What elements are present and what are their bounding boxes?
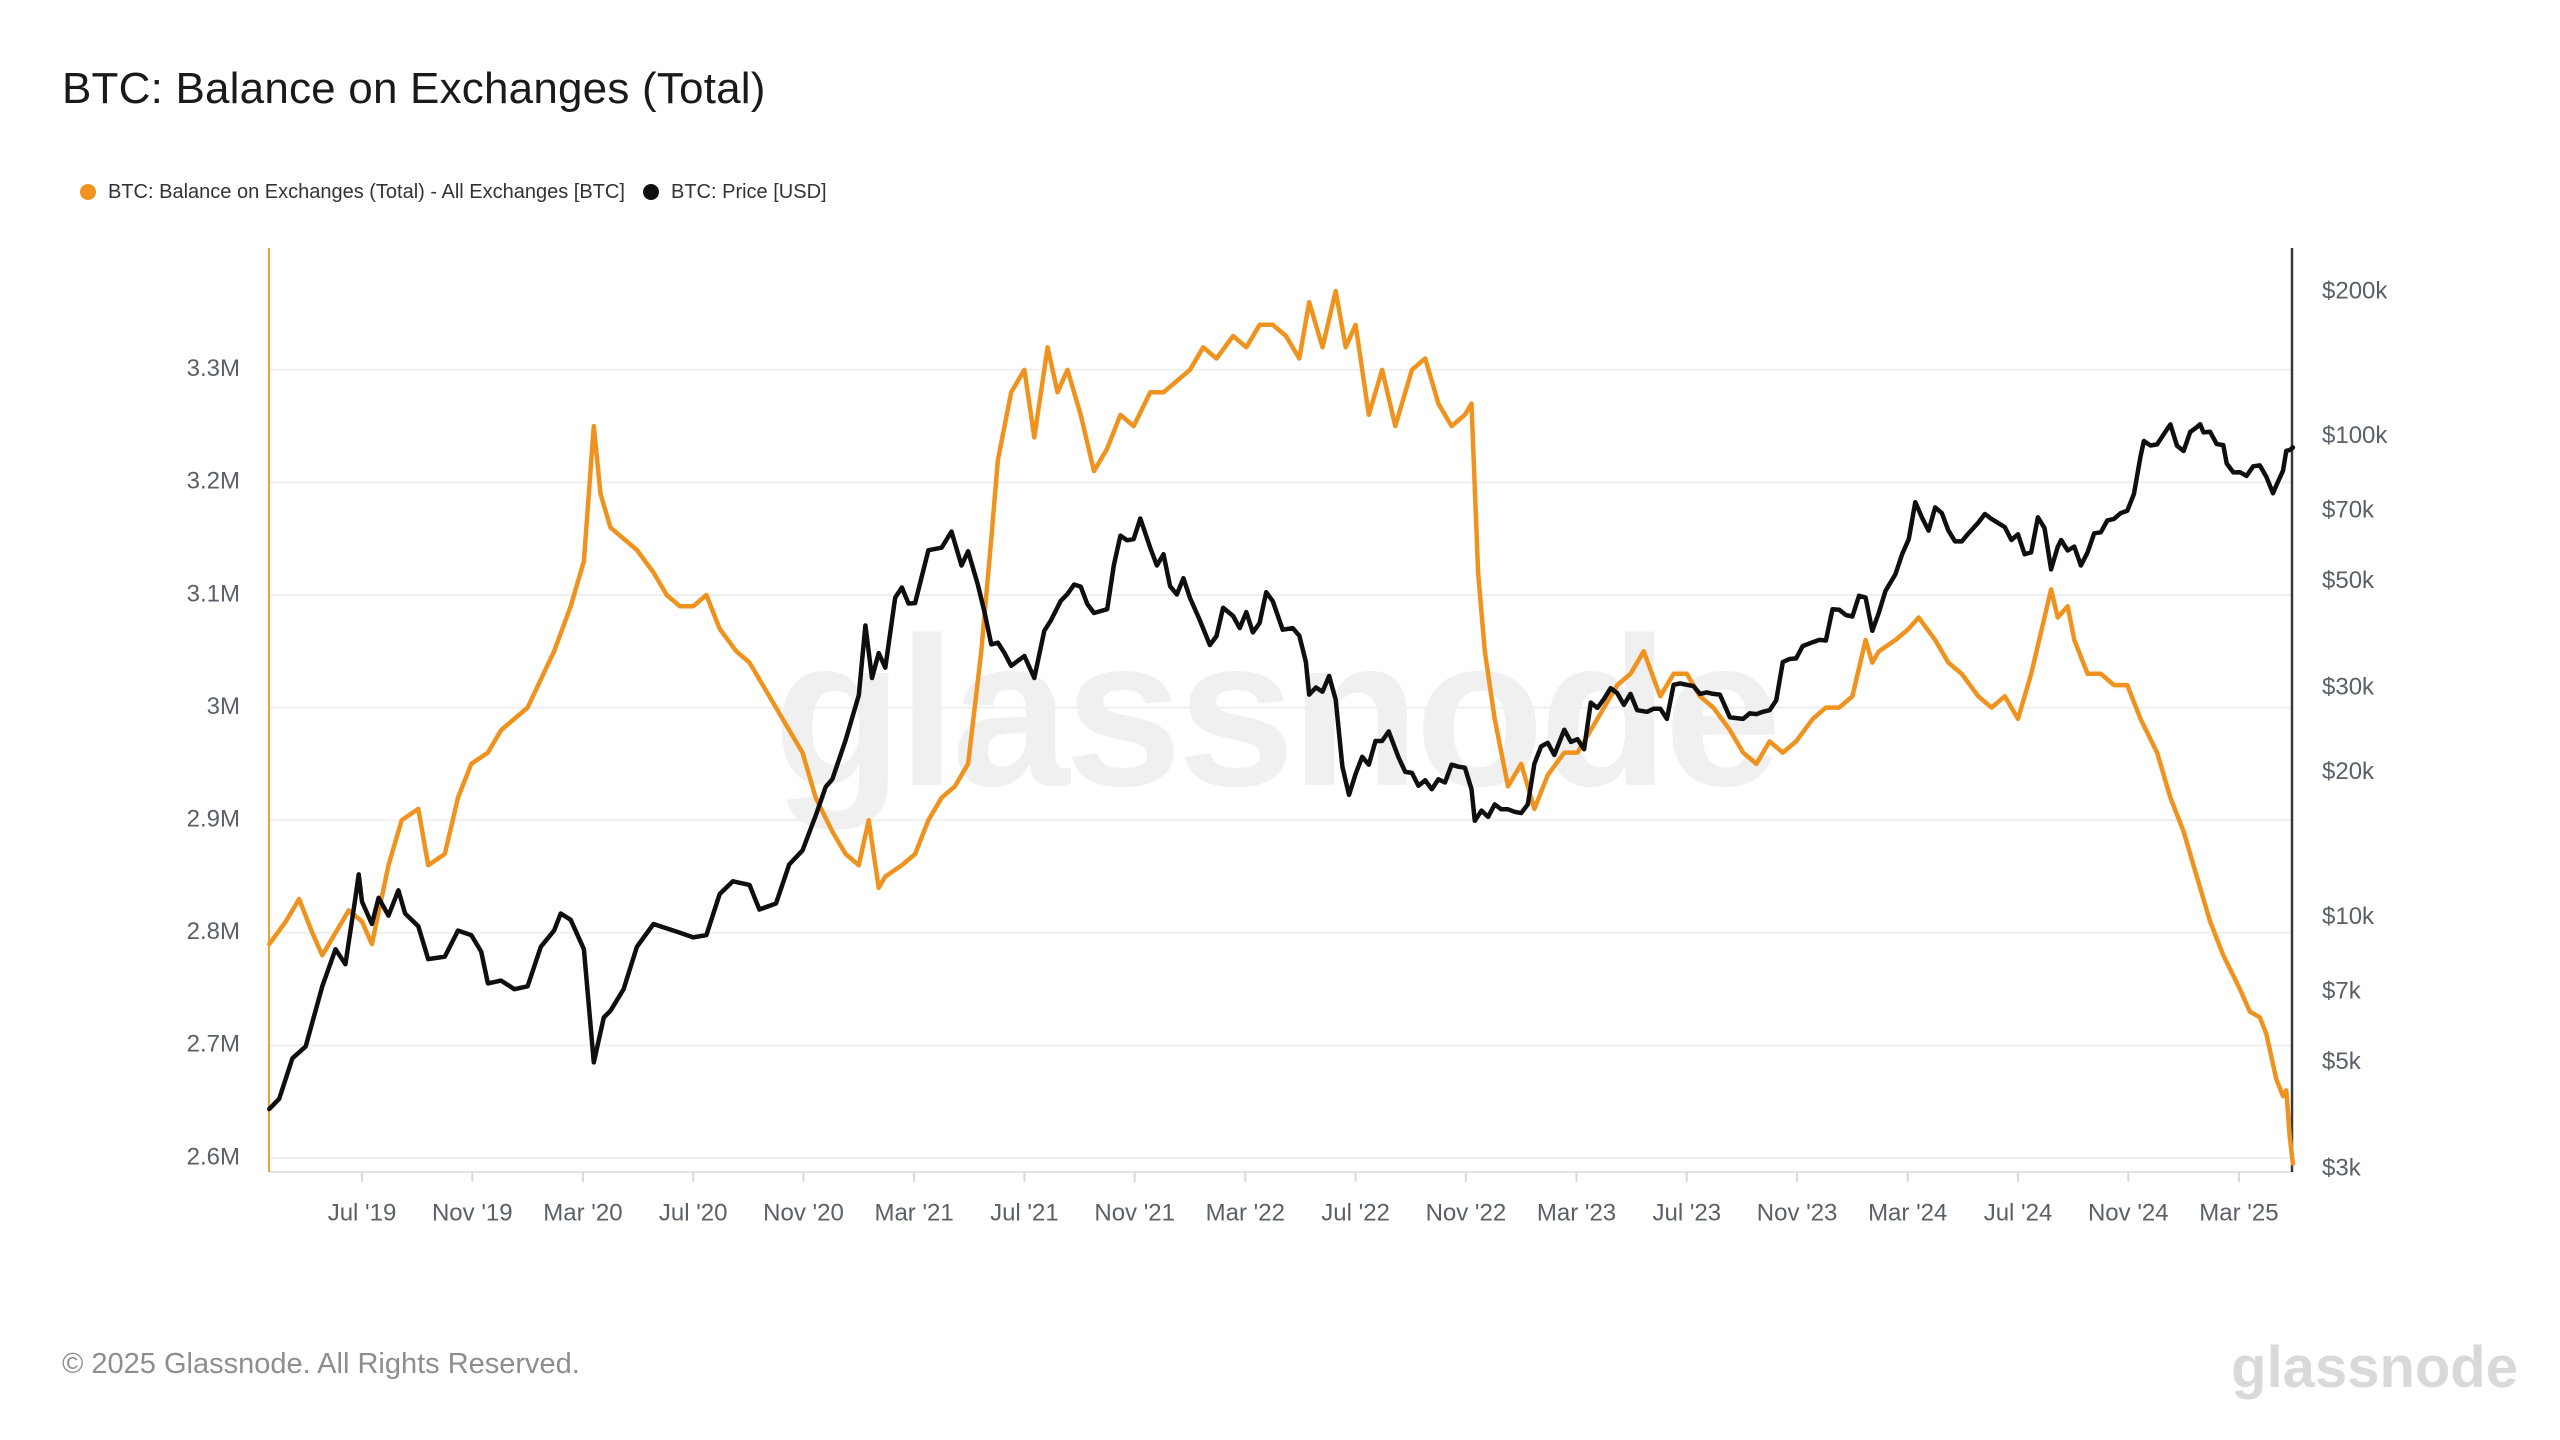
- right-tick-label: $70k: [2322, 497, 2375, 524]
- right-tick-label: $3k: [2322, 1154, 2362, 1181]
- x-tick-label: Nov '24: [2088, 1199, 2169, 1226]
- orange-dot-icon: [80, 184, 96, 200]
- x-tick-label: Nov '23: [1757, 1199, 1838, 1226]
- right-tick-label: $100k: [2322, 422, 2388, 449]
- left-tick-label: 2.7M: [187, 1031, 240, 1058]
- left-tick-label: 2.9M: [187, 806, 240, 833]
- x-tick-label: Mar '25: [2199, 1199, 2278, 1226]
- x-tick-label: Nov '21: [1094, 1199, 1175, 1226]
- x-tick-label: Mar '22: [1206, 1199, 1285, 1226]
- x-tick-label: Mar '24: [1868, 1199, 1947, 1226]
- x-tick-label: Jul '20: [659, 1199, 728, 1226]
- page-title: BTC: Balance on Exchanges (Total): [62, 64, 766, 113]
- legend-item-balance[interactable]: BTC: Balance on Exchanges (Total) - All …: [80, 178, 625, 206]
- left-tick-label: 3.3M: [187, 355, 240, 382]
- x-tick-label: Mar '20: [543, 1199, 622, 1226]
- right-tick-label: $5k: [2322, 1048, 2362, 1075]
- x-tick-label: Nov '22: [1426, 1199, 1507, 1226]
- chart-legend: BTC: Balance on Exchanges (Total) - All …: [0, 178, 2560, 206]
- x-tick-label: Nov '20: [763, 1199, 844, 1226]
- x-tick-label: Nov '19: [432, 1199, 513, 1226]
- x-tick-label: Jul '22: [1321, 1199, 1390, 1226]
- x-tick-label: Mar '23: [1537, 1199, 1616, 1226]
- balance-line: [267, 288, 2296, 1166]
- left-tick-label: 2.8M: [187, 918, 240, 945]
- legend-item-price[interactable]: BTC: Price [USD]: [643, 178, 827, 206]
- right-tick-label: $7k: [2322, 978, 2362, 1005]
- left-tick-label: 3.1M: [187, 580, 240, 607]
- left-tick-label: 3M: [207, 693, 240, 720]
- copyright-text: © 2025 Glassnode. All Rights Reserved.: [62, 1348, 580, 1380]
- right-tick-label: $10k: [2322, 903, 2375, 930]
- glassnode-logo: glassnode: [2231, 1335, 2518, 1400]
- legend-label-balance: BTC: Balance on Exchanges (Total) - All …: [108, 180, 625, 203]
- right-tick-label: $30k: [2322, 674, 2375, 701]
- left-tick-label: 2.6M: [187, 1143, 240, 1170]
- right-tick-label: $50k: [2322, 567, 2375, 594]
- right-tick-label: $200k: [2322, 277, 2388, 304]
- black-dot-icon: [643, 184, 659, 200]
- legend-label-price: BTC: Price [USD]: [671, 180, 827, 203]
- price-line: [267, 421, 2296, 1112]
- x-tick-label: Jul '24: [1984, 1199, 2053, 1226]
- x-tick-label: Jul '23: [1652, 1199, 1721, 1226]
- x-tick-label: Mar '21: [874, 1199, 953, 1226]
- x-tick-label: Jul '19: [328, 1199, 397, 1226]
- left-tick-label: 3.2M: [187, 468, 240, 495]
- right-tick-label: $20k: [2322, 758, 2375, 785]
- x-tick-label: Jul '21: [990, 1199, 1059, 1226]
